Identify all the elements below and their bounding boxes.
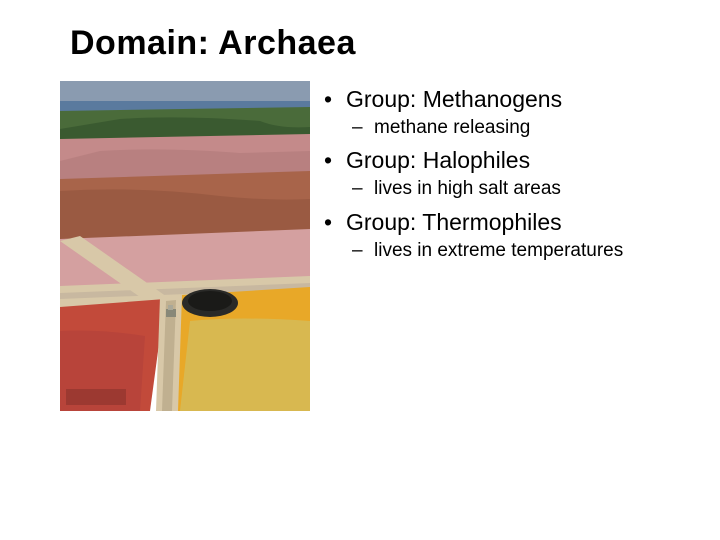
group-item: Group: Thermophiles lives in extreme tem…	[318, 208, 680, 263]
group-label: Group: Halophiles	[346, 147, 530, 173]
group-sub: lives in extreme temperatures	[346, 239, 680, 264]
group-label: Group: Methanogens	[346, 86, 562, 112]
group-sub: lives in high salt areas	[346, 177, 680, 202]
slide: Domain: Archaea	[0, 0, 720, 540]
group-label: Group: Thermophiles	[346, 209, 562, 235]
group-item: Group: Halophiles lives in high salt are…	[318, 146, 680, 201]
group-item: Group: Methanogens methane releasing	[318, 85, 680, 140]
bullet-list: Group: Methanogens methane releasing Gro…	[318, 81, 680, 269]
group-sub: methane releasing	[346, 116, 680, 141]
content-area: Group: Methanogens methane releasing Gro…	[60, 81, 680, 411]
salt-pond-svg	[60, 81, 310, 411]
slide-title: Domain: Archaea	[70, 24, 680, 63]
salt-pond-image	[60, 81, 310, 411]
